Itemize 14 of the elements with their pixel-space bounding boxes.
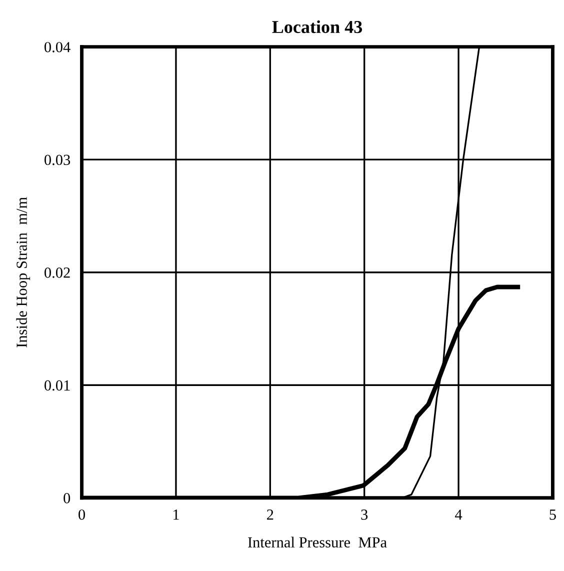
y-tick-label: 0.02	[44, 268, 70, 278]
x-tick-label: 0	[78, 509, 86, 520]
y-tick-label: 0.03	[44, 154, 70, 166]
y-tick-label: 0.04	[44, 42, 70, 52]
x-tick-label: 4	[455, 510, 462, 520]
y-tick-label: 0.01	[44, 380, 70, 391]
chart-title: Location 43	[272, 20, 362, 34]
x-tick-label: 2	[267, 510, 274, 520]
x-tick-label: 3	[361, 510, 368, 520]
x-axis-title: Internal Pressure MPa	[248, 536, 387, 548]
y-axis-title: Inside Hoop Strain m/m	[16, 197, 30, 348]
x-tick-label: 5	[550, 510, 556, 520]
y-tick-label: 0	[64, 493, 70, 504]
x-tick-label: 1	[173, 510, 179, 520]
